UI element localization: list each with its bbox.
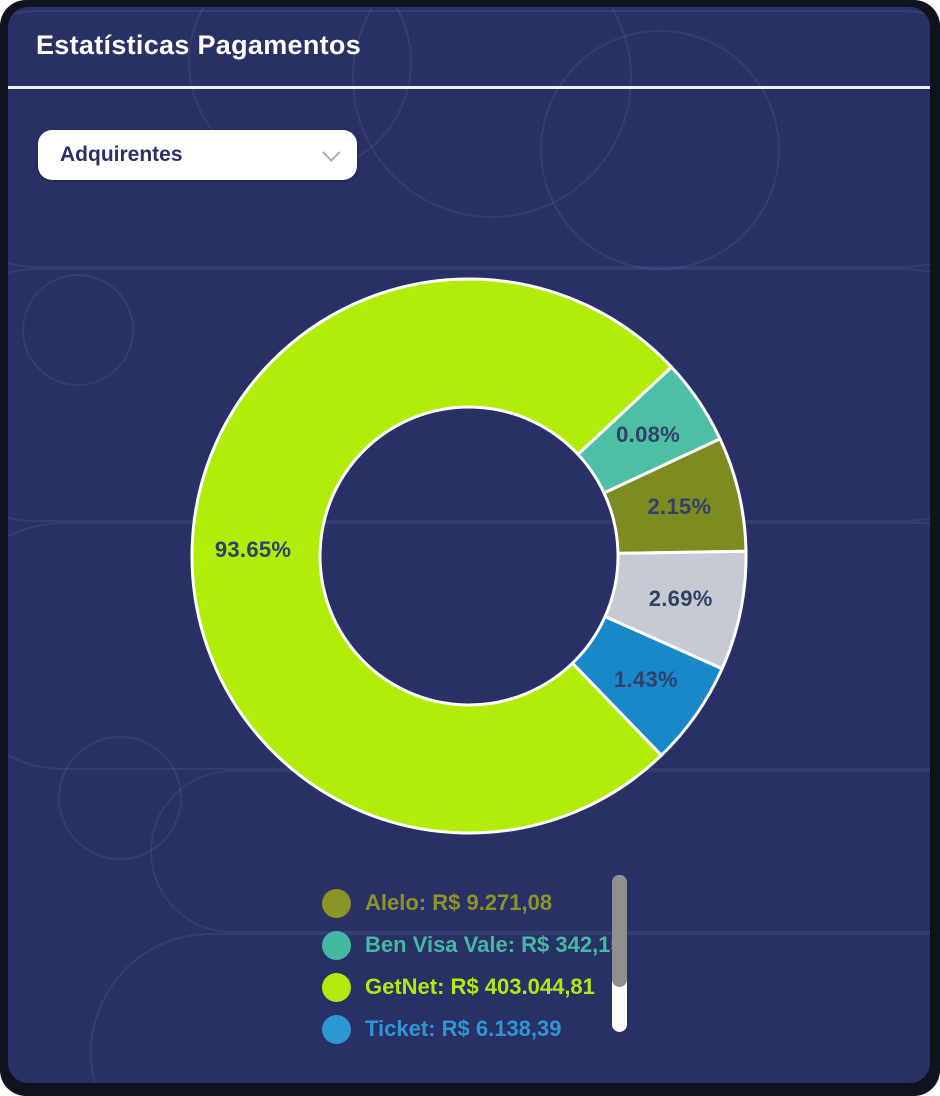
header-divider: [8, 86, 930, 89]
legend-item-alelo[interactable]: Alelo: R$ 9.271,08: [322, 882, 602, 924]
donut-slice[interactable]: [571, 615, 724, 757]
legend-item-label: GetNet: R$ 403.044,81: [365, 974, 595, 999]
legend-scrollbar-track[interactable]: [612, 875, 627, 1032]
card-background: 93.65% 0.08% 2.15% 2.69% 1.43% Estatísticas …: [8, 7, 930, 1083]
chart-legend: Alelo: R$ 9.271,08 Ben Visa Vale: R$ 342…: [322, 882, 623, 1050]
legend-scrollbar-thumb[interactable]: [612, 875, 627, 987]
chevron-down-icon: [322, 142, 341, 162]
acquirers-dropdown[interactable]: Adquirentes: [38, 130, 357, 180]
legend-dot: [322, 888, 351, 918]
legend-dot: [322, 1014, 351, 1044]
legend-dot: [322, 972, 351, 1002]
legend-item-ticket[interactable]: Ticket: R$ 6.138,39: [322, 1008, 602, 1050]
legend-dot: [322, 930, 351, 960]
dropdown-selected-value: Adquirentes: [60, 143, 183, 166]
page-title: Estatísticas Pagamentos: [36, 30, 362, 60]
donut-chart: [190, 277, 748, 835]
legend-item-ben-visa-vale[interactable]: Ben Visa Vale: R$ 342,15: [322, 924, 623, 966]
legend-item-label: Ben Visa Vale: R$ 342,15: [365, 932, 623, 957]
legend-item-getnet[interactable]: GetNet: R$ 403.044,81: [322, 966, 602, 1008]
donut-slice[interactable]: [190, 277, 674, 835]
legend-item-label: Alelo: R$ 9.271,08: [365, 890, 553, 915]
legend-item-label: Ticket: R$ 6.138,39: [365, 1016, 562, 1041]
